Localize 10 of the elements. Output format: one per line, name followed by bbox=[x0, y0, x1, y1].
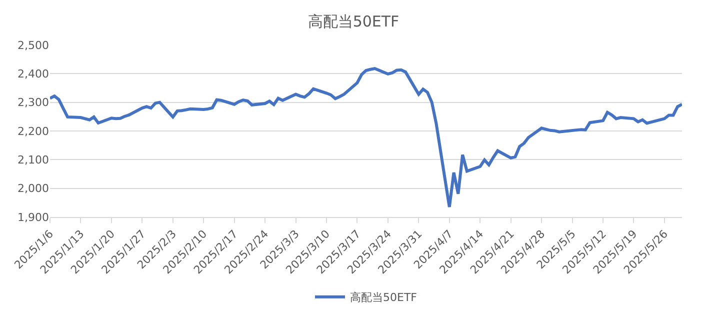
y-tick-label: 2,100 bbox=[18, 154, 49, 167]
y-tick-label: 2,500 bbox=[18, 38, 49, 52]
y-tick-label: 2,400 bbox=[18, 68, 49, 81]
y-tick-label: 2,000 bbox=[18, 182, 49, 196]
y-tick-label: 1,900 bbox=[18, 210, 49, 224]
chart-title: 高配当50ETF bbox=[308, 12, 400, 31]
legend-label: 高配当50ETF bbox=[350, 291, 417, 304]
y-tick-label: 2,300 bbox=[18, 96, 49, 110]
line-series bbox=[50, 67, 682, 208]
y-tick-label: 2,200 bbox=[18, 124, 49, 138]
